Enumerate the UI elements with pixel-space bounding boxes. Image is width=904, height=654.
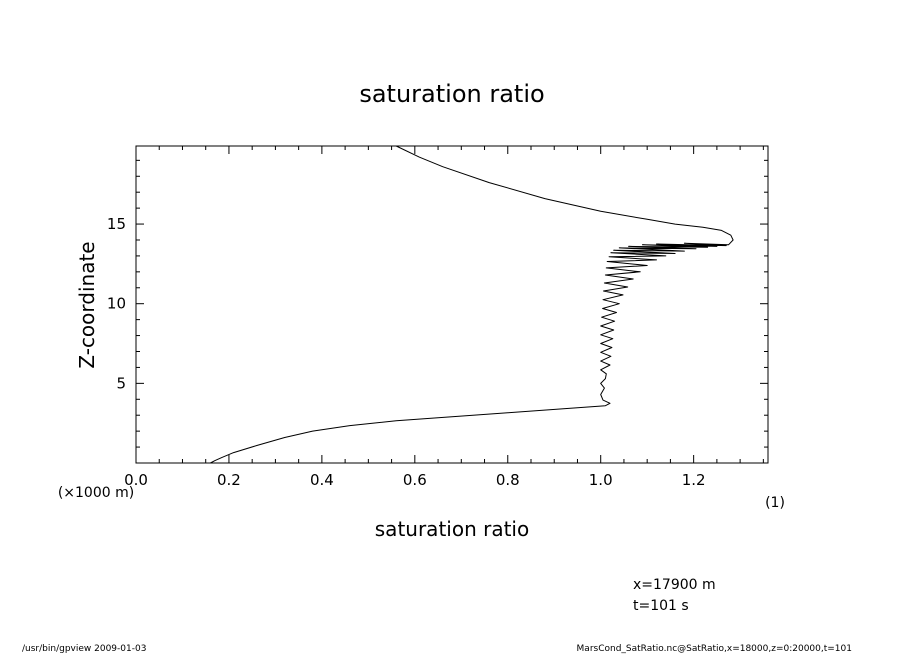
- y-unit-label: (×1000 m): [58, 485, 134, 501]
- x-tick-label: 0.4: [310, 471, 334, 489]
- plot-frame: [135, 145, 769, 464]
- y-tick-label: 5: [116, 374, 126, 392]
- x-tick-label: 0.0: [124, 471, 148, 489]
- series-line: [210, 145, 734, 464]
- x-unit-label: (1): [765, 495, 785, 511]
- footer-right: MarsCond_SatRatio.nc@SatRatio,x=18000,z=…: [577, 644, 852, 654]
- y-axis-label: Z-coordinate: [75, 241, 99, 368]
- y-tick-label: 15: [107, 215, 126, 233]
- y-tick-label: 10: [107, 295, 126, 313]
- x-tick-label: 0.6: [403, 471, 427, 489]
- x-tick-label: 0.2: [217, 471, 241, 489]
- x-tick-label: 1.2: [682, 471, 706, 489]
- chart-title: saturation ratio: [359, 80, 544, 108]
- time-annotation: t=101 s: [633, 598, 689, 614]
- x-axis-label: saturation ratio: [375, 517, 529, 541]
- footer-left: /usr/bin/gpview 2009-01-03: [22, 644, 146, 654]
- x-tick-label: 0.8: [496, 471, 520, 489]
- x-position-annotation: x=17900 m: [633, 577, 716, 593]
- x-tick-label: 1.0: [589, 471, 613, 489]
